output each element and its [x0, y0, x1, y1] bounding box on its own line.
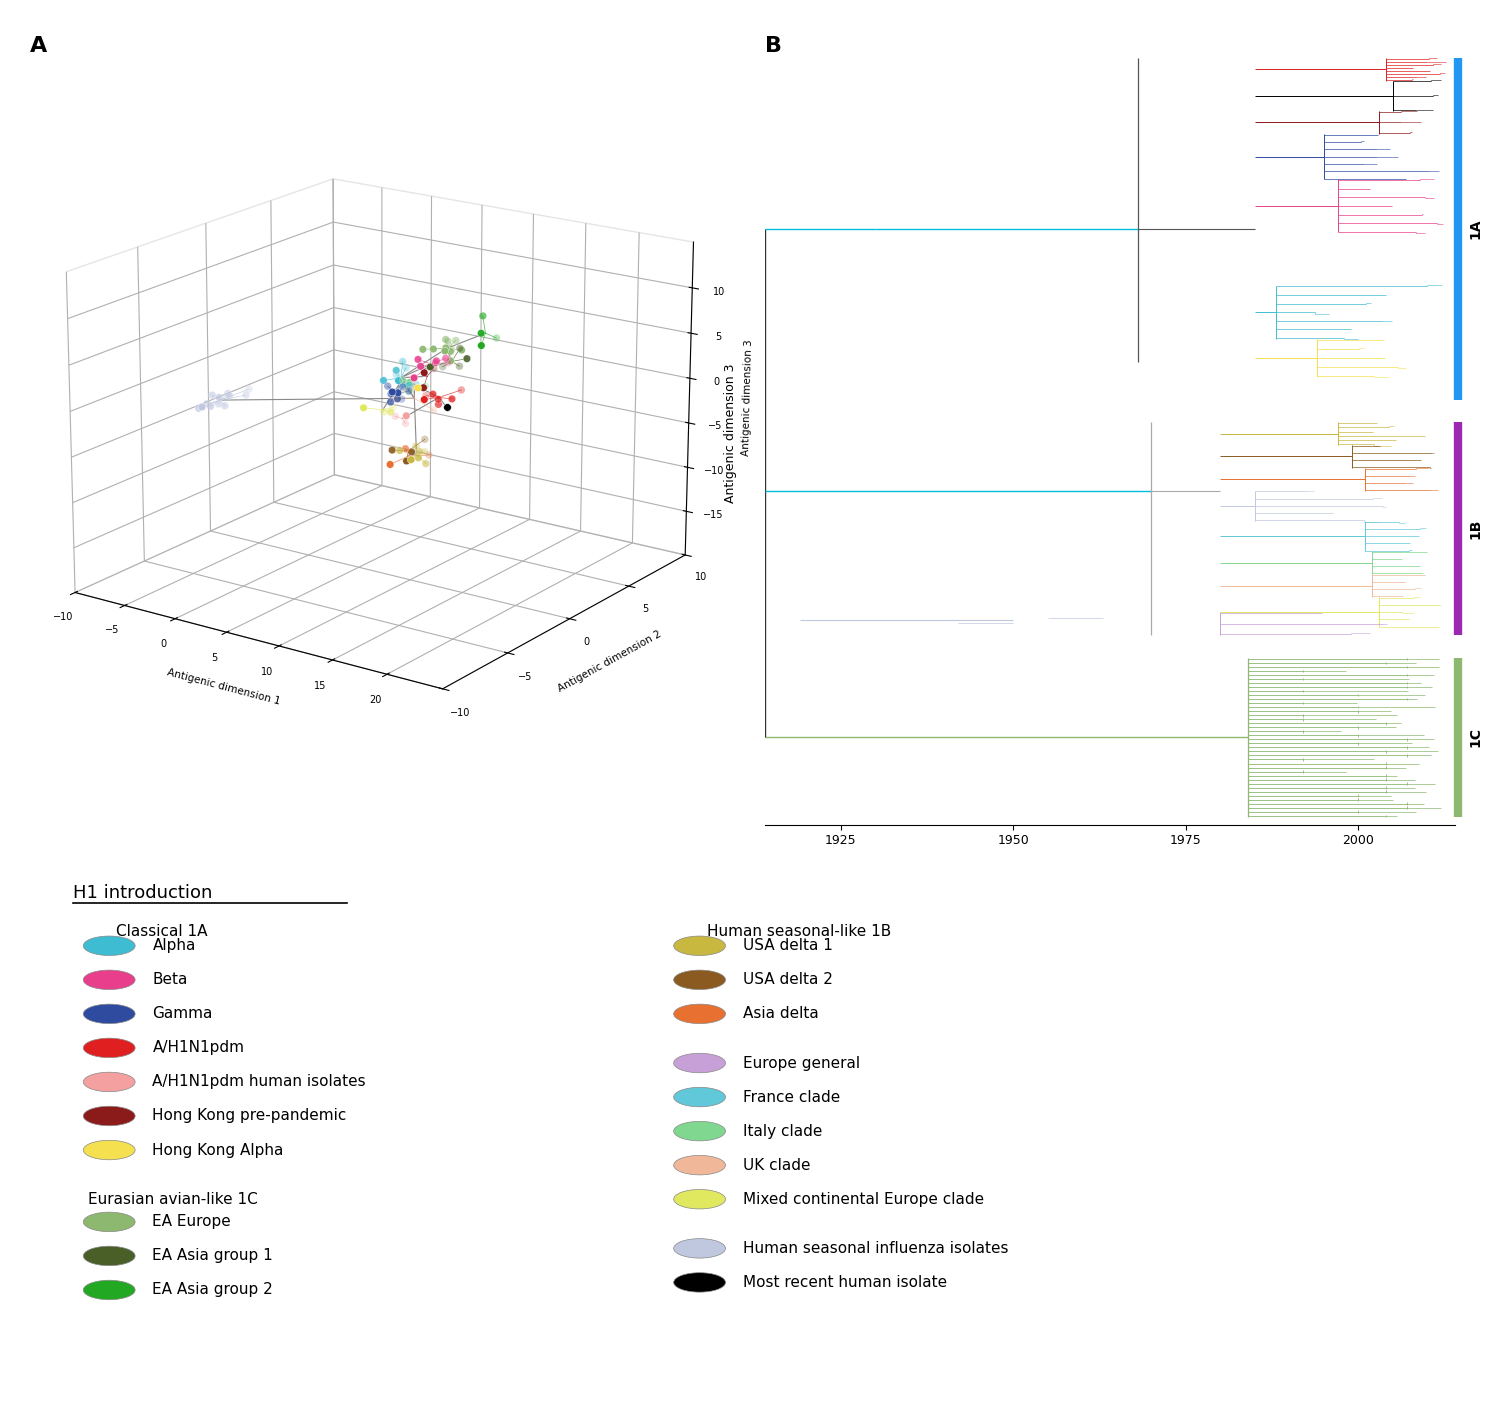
Circle shape [84, 1246, 135, 1266]
Text: EA Asia group 2: EA Asia group 2 [153, 1283, 273, 1297]
Text: USA delta 2: USA delta 2 [742, 973, 833, 987]
Y-axis label: Antigenic dimension 3: Antigenic dimension 3 [724, 364, 738, 503]
Text: UK clade: UK clade [742, 1158, 810, 1173]
Text: Italy clade: Italy clade [742, 1123, 822, 1139]
Circle shape [84, 1106, 135, 1126]
Text: France clade: France clade [742, 1089, 840, 1105]
Circle shape [84, 1140, 135, 1160]
Text: Human seasonal influenza isolates: Human seasonal influenza isolates [742, 1241, 1008, 1256]
Text: Europe general: Europe general [742, 1055, 860, 1071]
Circle shape [84, 1280, 135, 1300]
Text: Alpha: Alpha [153, 939, 197, 953]
Circle shape [674, 1088, 726, 1106]
Text: Eurasian avian-like 1C: Eurasian avian-like 1C [87, 1192, 258, 1207]
Circle shape [84, 1072, 135, 1092]
Circle shape [674, 1239, 726, 1258]
Circle shape [84, 936, 135, 956]
Circle shape [674, 1054, 726, 1072]
Text: A: A [30, 36, 48, 55]
Text: Beta: Beta [153, 973, 188, 987]
Text: A/H1N1pdm human isolates: A/H1N1pdm human isolates [153, 1075, 366, 1089]
Text: Human seasonal-like 1B: Human seasonal-like 1B [706, 924, 891, 939]
Text: EA Asia group 1: EA Asia group 1 [153, 1249, 273, 1263]
Text: 1B: 1B [1468, 519, 1482, 539]
Circle shape [84, 1004, 135, 1024]
Text: Hong Kong Alpha: Hong Kong Alpha [153, 1142, 284, 1158]
Circle shape [84, 1212, 135, 1231]
Circle shape [674, 1122, 726, 1140]
Circle shape [674, 1004, 726, 1024]
Text: 1A: 1A [1468, 219, 1482, 239]
Circle shape [674, 970, 726, 990]
Text: Classical 1A: Classical 1A [117, 924, 208, 939]
Circle shape [674, 1156, 726, 1175]
Y-axis label: Antigenic dimension 2: Antigenic dimension 2 [555, 629, 663, 694]
Text: 1C: 1C [1468, 728, 1482, 748]
Circle shape [84, 1038, 135, 1058]
Text: Hong Kong pre-pandemic: Hong Kong pre-pandemic [153, 1109, 346, 1123]
Text: Asia delta: Asia delta [742, 1007, 819, 1021]
Circle shape [674, 1189, 726, 1209]
X-axis label: Antigenic dimension 1: Antigenic dimension 1 [166, 667, 282, 707]
Text: H1 introduction: H1 introduction [74, 883, 213, 902]
Text: USA delta 1: USA delta 1 [742, 939, 833, 953]
Circle shape [84, 970, 135, 990]
Text: Gamma: Gamma [153, 1007, 213, 1021]
Circle shape [674, 936, 726, 956]
Text: Most recent human isolate: Most recent human isolate [742, 1276, 946, 1290]
Text: A/H1N1pdm: A/H1N1pdm [153, 1041, 244, 1055]
Circle shape [674, 1273, 726, 1293]
Text: B: B [765, 36, 782, 55]
Text: EA Europe: EA Europe [153, 1214, 231, 1230]
Text: Mixed continental Europe clade: Mixed continental Europe clade [742, 1192, 984, 1207]
